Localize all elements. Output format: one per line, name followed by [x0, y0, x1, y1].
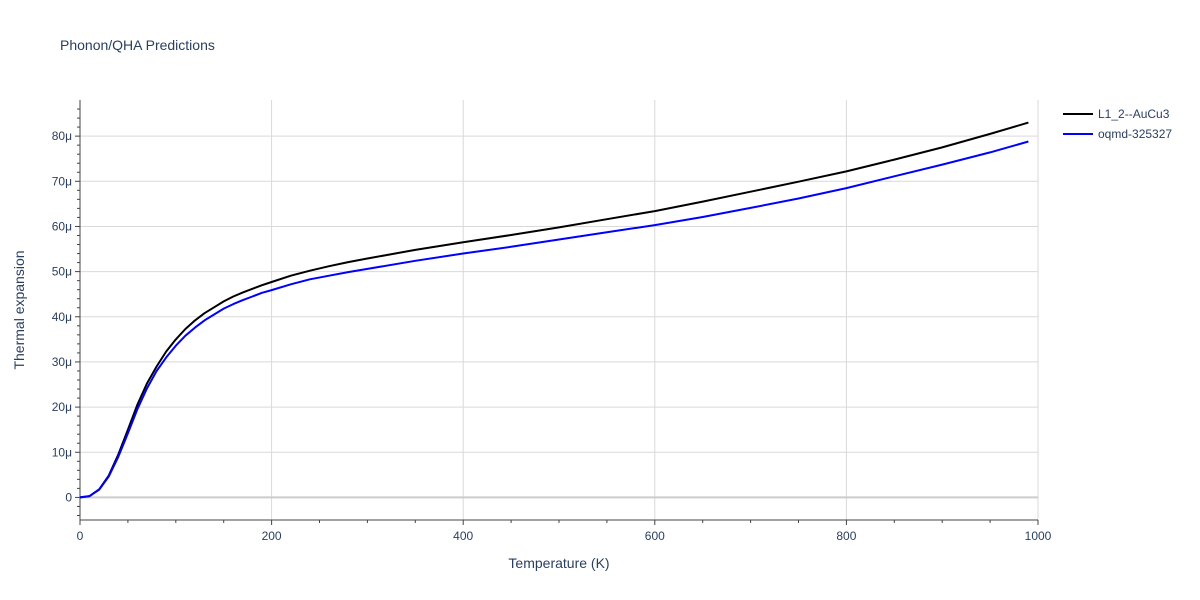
legend-item-2[interactable]: oqmd-325327: [1063, 127, 1172, 141]
grid: [80, 100, 1039, 520]
legend-item-1[interactable]: L1_2--AuCu3: [1063, 107, 1170, 121]
series-line-1: [79, 121, 1029, 499]
x-tick-label: 1000: [1025, 529, 1052, 543]
x-tick-label: 200: [262, 529, 282, 543]
y-tick-label: 40μ: [52, 310, 72, 324]
series-lines: [79, 121, 1029, 499]
y-tick-label: 10μ: [52, 445, 72, 459]
tick-labels: 0 200 400 600 800 1000 0 10μ 20μ 30μ 40μ 50μ 60μ 70μ 8…: [52, 129, 1052, 543]
axes: [75, 100, 1039, 525]
y-tick-label: 60μ: [52, 219, 72, 233]
y-tick-label: 20μ: [52, 400, 72, 414]
y-axis-title: Thermal expansion: [11, 250, 27, 369]
chart-title: Phonon/QHA Predictions: [60, 37, 215, 53]
x-tick-label: 800: [836, 529, 856, 543]
y-tick-label: 30μ: [52, 355, 72, 369]
x-axis-title: Temperature (K): [508, 555, 609, 571]
x-tick-label: 0: [77, 529, 84, 543]
y-tick-label: 70μ: [52, 174, 72, 188]
legend-label: oqmd-325327: [1098, 127, 1172, 141]
legend[interactable]: L1_2--AuCu3 oqmd-325327: [1063, 107, 1172, 141]
y-tick-label: 50μ: [52, 265, 72, 279]
x-tick-label: 400: [453, 529, 473, 543]
x-tick-label: 600: [645, 529, 665, 543]
series-line-2: [79, 140, 1029, 499]
y-tick-label: 80μ: [52, 129, 72, 143]
y-tick-label: 0: [65, 490, 72, 504]
legend-label: L1_2--AuCu3: [1098, 107, 1170, 121]
